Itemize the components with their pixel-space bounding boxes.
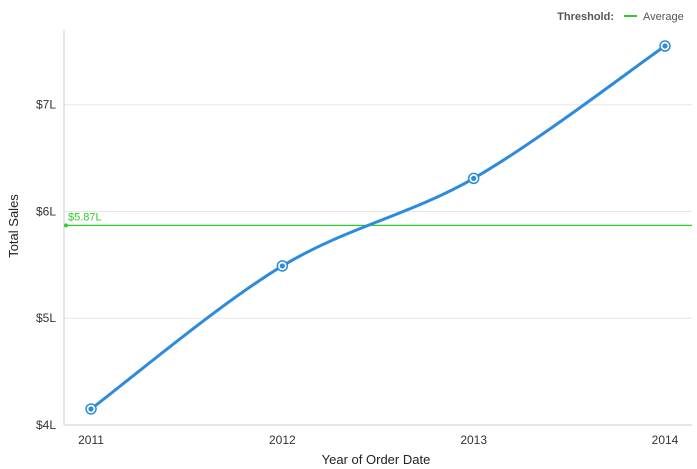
x-axis-title: Year of Order Date: [322, 452, 431, 467]
series-line: [89, 44, 667, 411]
data-point[interactable]: [85, 403, 97, 415]
x-tick-label: 2013: [460, 433, 487, 447]
threshold: $5.87L: [64, 211, 692, 228]
threshold-label: $5.87L: [68, 211, 102, 223]
x-tick-label: 2014: [652, 433, 679, 447]
threshold-marker: [64, 223, 68, 228]
data-point[interactable]: [276, 260, 289, 272]
data-point-dot: [279, 263, 285, 269]
y-tick-label: $6L: [36, 204, 56, 218]
y-tick-label: $4L: [36, 418, 56, 432]
data-point-dot: [88, 406, 94, 412]
y-tick-label: $7L: [36, 98, 56, 112]
gridlines: [64, 104, 692, 319]
data-point-dot: [471, 175, 477, 181]
x-axis-ticks: 2011 2012 2013 2014: [78, 433, 679, 447]
y-axis-ticks: $4L $5L $6L $7L: [36, 98, 56, 432]
legend-title: Threshold:: [557, 11, 614, 23]
legend: Threshold: Average: [557, 11, 684, 23]
y-axis-title: Total Sales: [6, 194, 21, 258]
data-point[interactable]: [467, 172, 480, 185]
legend-label-average: Average: [643, 11, 684, 23]
x-tick-label: 2012: [269, 433, 296, 447]
data-point-dot: [662, 43, 668, 49]
series: [85, 40, 671, 415]
y-tick-label: $5L: [36, 311, 56, 325]
data-point[interactable]: [659, 40, 671, 52]
x-tick-label: 2011: [78, 433, 104, 447]
